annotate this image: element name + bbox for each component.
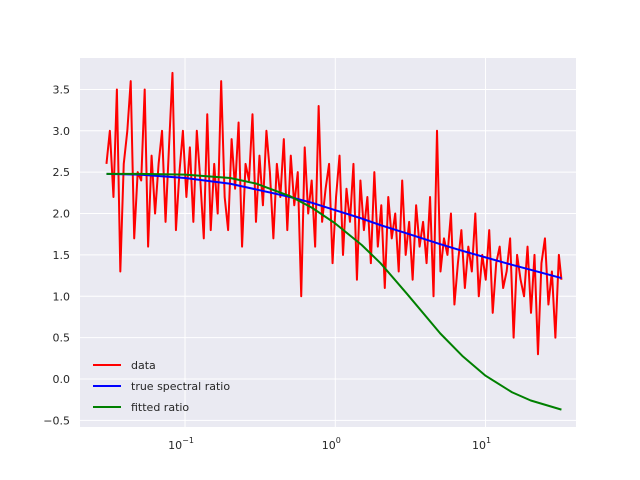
x-tick-exponent: −1 <box>182 436 194 445</box>
series-lines <box>105 71 563 411</box>
x-tick-base: 10 <box>168 439 182 452</box>
y-tick-label: 1.5 <box>53 249 71 262</box>
x-tick-base: 10 <box>322 439 336 452</box>
fitted-ratio-line <box>106 172 562 411</box>
x-axis-ticks: 10−1 100 101 <box>168 436 491 452</box>
x-tick-exponent: 1 <box>486 436 491 445</box>
x-tick-label: 101 <box>472 436 491 452</box>
legend: data true spectral ratio fitted ratio <box>93 359 230 414</box>
y-tick-label: 0.0 <box>53 373 71 386</box>
x-tick-label: 10−1 <box>168 436 194 452</box>
y-tick-label: 3.0 <box>53 125 71 138</box>
y-tick-label: 2.5 <box>53 166 71 179</box>
plot-area <box>80 58 576 427</box>
y-tick-label: 1.0 <box>53 290 71 303</box>
x-tick-base: 10 <box>472 439 486 452</box>
true-spectral-ratio-line <box>106 172 562 280</box>
y-axis-ticks: −0.5 0.0 0.5 1.0 1.5 2.0 2.5 3.0 3.5 <box>43 83 70 427</box>
y-tick-label: 0.5 <box>53 332 71 345</box>
legend-label: fitted ratio <box>131 401 189 414</box>
data-line <box>105 71 563 356</box>
y-tick-label: 2.0 <box>53 208 71 221</box>
y-tick-label: −0.5 <box>43 414 70 427</box>
x-tick-exponent: 0 <box>336 436 341 445</box>
x-tick-label: 100 <box>322 436 341 452</box>
legend-label: data <box>131 359 156 372</box>
legend-label: true spectral ratio <box>131 380 230 393</box>
y-tick-label: 3.5 <box>53 83 71 96</box>
